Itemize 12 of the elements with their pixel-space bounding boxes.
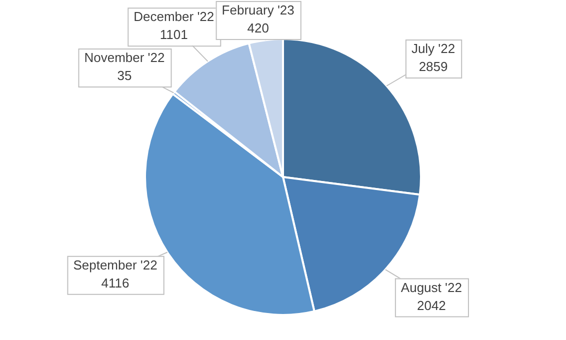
data-label: 35 xyxy=(117,68,132,84)
slice-label: February '23 xyxy=(222,2,294,18)
slice-label: September '22 xyxy=(73,257,158,272)
data-label: 2859 xyxy=(418,59,448,74)
data-label: 2042 xyxy=(416,298,446,313)
slice-label: November '22 xyxy=(84,50,165,66)
slice-label: August '22 xyxy=(400,280,462,295)
slice-label: July '22 xyxy=(411,41,456,56)
data-label: 420 xyxy=(247,20,269,36)
data-label: 4116 xyxy=(101,275,130,290)
data-label: 1101 xyxy=(160,27,188,42)
slice-label: December '22 xyxy=(134,9,214,24)
